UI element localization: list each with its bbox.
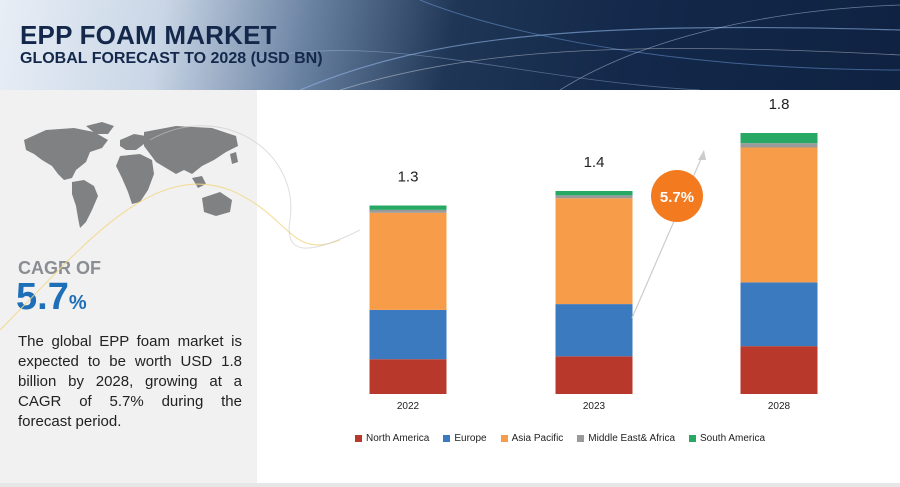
- legend-label: South America: [700, 432, 766, 444]
- x-tick-label-2023: 2023: [583, 401, 606, 412]
- total-label-2023: 1.4: [584, 154, 605, 171]
- cagr-number: 5.7: [16, 276, 69, 318]
- market-description: The global EPP foam market is expected t…: [18, 333, 242, 430]
- legend-swatch: [443, 434, 451, 442]
- decorative-curve-2: [149, 125, 361, 249]
- page-subtitle: GLOBAL FORECAST TO 2028 (USD BN): [20, 50, 323, 67]
- legend-swatch: [689, 434, 697, 442]
- bar-segment-2028-3: [740, 143, 818, 148]
- legend-item: South America: [689, 431, 765, 445]
- legend-swatch: [500, 434, 508, 442]
- bar-segment-2028-4: [740, 133, 818, 144]
- bar-segment-2023-0: [555, 356, 633, 394]
- bar-segment-2028-0: [740, 346, 818, 394]
- legend-swatch: [355, 434, 362, 442]
- bar-segment-2028-1: [740, 282, 818, 347]
- bottom-border: [0, 483, 900, 487]
- growth-arrow-head: [698, 150, 706, 160]
- legend-label: Middle East& Africa: [588, 432, 676, 444]
- legend-item: North America: [355, 431, 429, 445]
- cagr-unit: %: [68, 292, 87, 314]
- light-streaks-decoration: [249, 0, 900, 90]
- bar-segment-2022-0: [369, 359, 447, 394]
- cagr-badge-circle: [651, 170, 703, 222]
- legend-swatch: [577, 434, 585, 442]
- bar-segment-2023-3: [555, 195, 633, 199]
- bar-segment-2023-1: [555, 304, 633, 357]
- page-title: EPP FOAM MARKET: [20, 20, 277, 50]
- legend-label: North America: [366, 432, 430, 444]
- cagr-value: 5.7%: [16, 276, 87, 319]
- bar-segment-2022-4: [369, 205, 447, 210]
- cagr-label: CAGR OF: [18, 258, 101, 278]
- total-label-2022: 1.3: [398, 169, 419, 186]
- header-banner: EPP FOAM MARKET GLOBAL FORECAST TO 2028 …: [0, 0, 900, 90]
- legend-label: Europe: [454, 432, 487, 444]
- bar-segment-2023-2: [555, 198, 633, 305]
- x-tick-label-2028: 2028: [768, 401, 791, 412]
- bar-segment-2023-4: [555, 191, 633, 196]
- bar-segment-2022-1: [369, 309, 447, 360]
- x-tick-label-2022: 2022: [397, 401, 420, 412]
- legend-item: Middle East& Africa: [577, 431, 675, 445]
- cagr-badge-text: 5.7%: [660, 189, 694, 206]
- legend-item: Asia Pacific: [500, 431, 564, 445]
- legend-item: Europe: [443, 431, 487, 445]
- legend-label: Asia Pacific: [511, 432, 564, 444]
- bar-segment-2028-2: [740, 147, 818, 283]
- chart-legend: North America Europe Asia Pacific Middle Ea…: [355, 431, 779, 445]
- bar-segment-2022-2: [369, 212, 447, 310]
- total-label-2028: 1.8: [769, 96, 790, 113]
- bar-segment-2022-3: [369, 209, 447, 213]
- decorative-curve: [0, 183, 341, 331]
- world-map-icon: [24, 122, 238, 228]
